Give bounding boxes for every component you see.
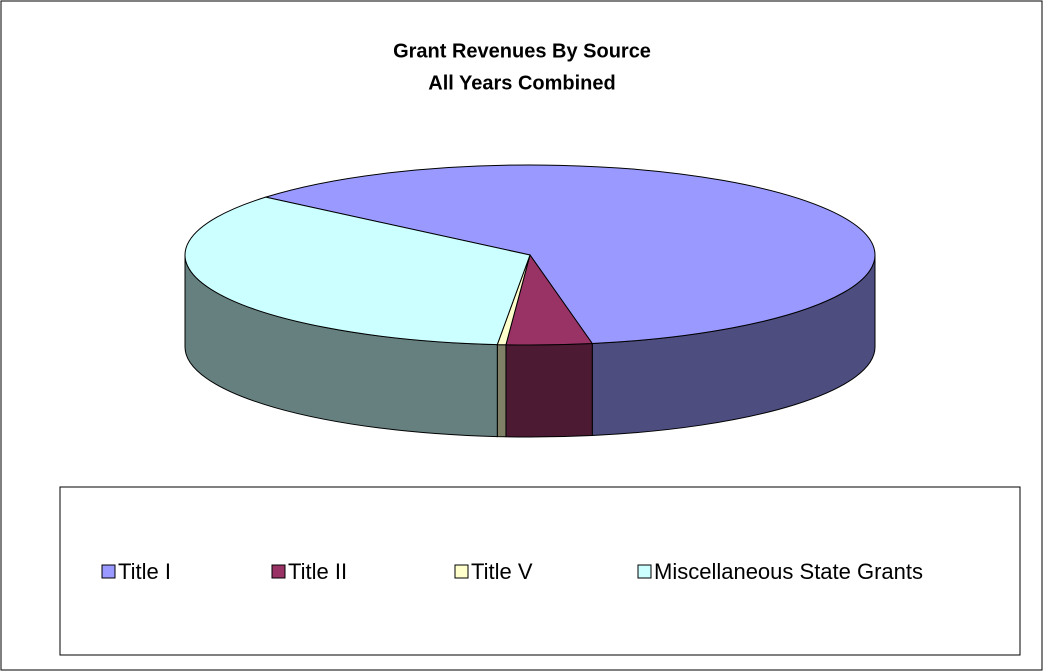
legend-label: Title II — [288, 559, 347, 584]
legend-label: Miscellaneous State Grants — [654, 559, 923, 584]
legend-swatch — [454, 564, 469, 579]
pie-side — [505, 342, 593, 438]
chart-title: Grant Revenues By Source — [393, 40, 651, 62]
legend-label: Title I — [118, 559, 171, 584]
legend-label: Title V — [471, 559, 533, 584]
legend-box — [59, 486, 1021, 656]
pie-side — [496, 344, 507, 438]
chart-subtitle: All Years Combined — [428, 72, 615, 94]
pie-slice — [263, 164, 876, 345]
legend-swatch — [271, 564, 286, 579]
legend-swatch — [101, 564, 116, 579]
pie-slice — [184, 196, 531, 346]
legend-swatch — [637, 564, 652, 579]
